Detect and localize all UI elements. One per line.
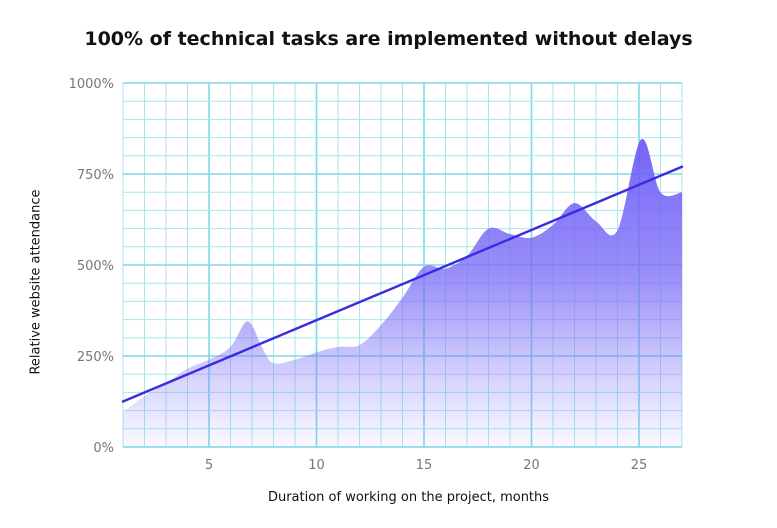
y-tick-label: 0% bbox=[93, 441, 114, 456]
y-tick-label: 1000% bbox=[69, 77, 114, 92]
x-tick-label: 20 bbox=[523, 458, 540, 473]
chart-canvas: 0% 250% 500% 750% 1000% 5 10 15 20 25 bbox=[0, 0, 777, 528]
y-axis-ticks: 0% 250% 500% 750% 1000% bbox=[69, 77, 114, 456]
y-tick-label: 750% bbox=[77, 168, 114, 183]
x-tick-label: 5 bbox=[205, 458, 213, 473]
x-tick-label: 10 bbox=[308, 458, 325, 473]
y-tick-label: 250% bbox=[77, 350, 114, 365]
x-tick-label: 25 bbox=[631, 458, 648, 473]
x-tick-label: 15 bbox=[416, 458, 433, 473]
x-axis-ticks: 5 10 15 20 25 bbox=[205, 458, 647, 473]
y-tick-label: 500% bbox=[77, 259, 114, 274]
